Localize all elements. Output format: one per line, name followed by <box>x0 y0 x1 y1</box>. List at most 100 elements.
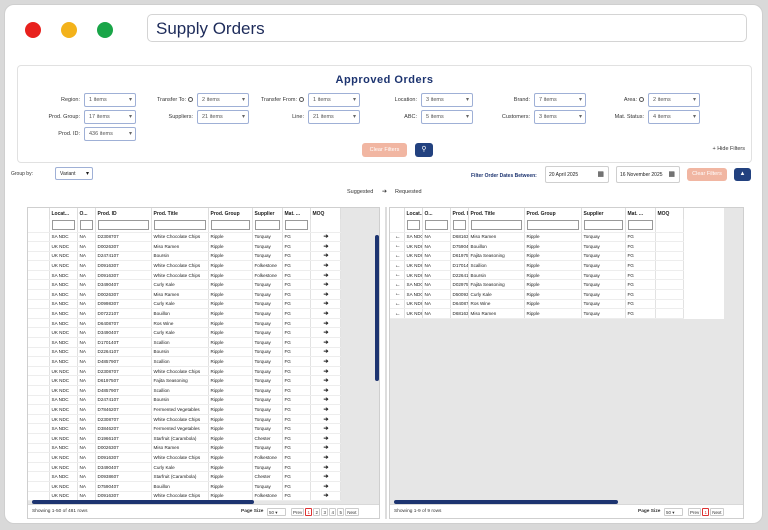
filter-select[interactable]: 1 items <box>84 93 136 107</box>
move-left-icon[interactable]: ← <box>390 308 405 319</box>
table-row[interactable]: UK NDC NA D2474107 Boursin Ripple Torquay FG ➔ <box>28 251 341 262</box>
page-button[interactable]: 4 <box>329 508 337 516</box>
move-right-icon[interactable]: ➔ <box>310 471 341 482</box>
move-right-icon[interactable]: ➔ <box>310 337 341 348</box>
date-from-picker[interactable]: 20 April 2025 ▦ <box>545 166 609 183</box>
move-right-icon[interactable]: ➔ <box>310 481 341 492</box>
maximize-window-dot[interactable] <box>97 22 113 38</box>
table-row[interactable]: SA NDC NA D0026307 Miso Ramen Ripple Torquay F… <box>28 289 341 300</box>
next-page-button[interactable]: Next <box>345 508 359 516</box>
horizontal-scrollbar[interactable] <box>32 500 254 504</box>
table-row[interactable]: SA NDC NA D2308707 White Chocolate Chips Rip… <box>28 232 341 243</box>
clear-filters-button[interactable]: Clear Filters <box>362 143 407 157</box>
move-right-icon[interactable]: ➔ <box>310 452 341 463</box>
column-header[interactable]: MOQ <box>310 208 341 219</box>
column-filter-input[interactable] <box>210 220 250 231</box>
move-left-icon[interactable]: ← <box>390 241 405 252</box>
filter-select[interactable]: 2 items <box>197 93 249 107</box>
table-row[interactable]: SA NDC NA D0938607 Starfruit (Carambola) Rip… <box>28 471 341 482</box>
move-right-icon[interactable]: ➔ <box>310 232 341 243</box>
table-row[interactable]: SA NDC NA D0916307 White Chocolate Chips Rip… <box>28 270 341 281</box>
table-row[interactable]: SA NDC NA D6408707 Ros Wine Ripple Torquay FG ➔ <box>28 318 341 329</box>
filter-select[interactable]: 17 items <box>84 110 136 124</box>
table-row[interactable]: UK NDC NA D0026307 Miso Ramen Ripple Torquay F… <box>28 241 341 252</box>
table-row[interactable]: UK NDC NA D3490407 Curly Kale Ripple Torquay F… <box>28 462 341 473</box>
table-row[interactable]: SA NDC NA D4857907 Scallion Ripple Torquay FG ➔ <box>28 356 341 367</box>
column-filter-input[interactable] <box>284 220 308 231</box>
move-right-icon[interactable]: ➔ <box>310 327 341 339</box>
page-button[interactable]: 1 <box>702 508 710 516</box>
table-row[interactable]: ←UK NDCNAD6816307Miso RamenRippleTorquay… <box>390 308 724 319</box>
filter-select[interactable]: 436 items <box>84 127 136 141</box>
page-button[interactable]: 2 <box>313 508 321 516</box>
filter-select[interactable]: 7 items <box>534 93 586 107</box>
column-filter-input[interactable] <box>51 220 75 231</box>
table-row[interactable]: SA NDC NA D2264107 Boursin Ripple Torquay FG ➔ <box>28 347 341 358</box>
column-filter-input[interactable] <box>254 220 280 231</box>
column-filter-input[interactable] <box>424 220 448 231</box>
move-left-icon[interactable]: ← <box>390 270 405 281</box>
column-filter-input[interactable] <box>627 220 653 231</box>
minimize-window-dot[interactable] <box>61 22 77 38</box>
move-right-icon[interactable]: ➔ <box>310 462 341 473</box>
close-window-dot[interactable] <box>25 22 41 38</box>
move-right-icon[interactable]: ➔ <box>310 289 341 300</box>
column-header[interactable]: O... <box>422 208 451 219</box>
prev-page-button[interactable]: Prev <box>688 508 702 516</box>
move-right-icon[interactable]: ➔ <box>310 423 341 434</box>
column-header[interactable]: Prod. Title <box>468 208 525 219</box>
move-left-icon[interactable]: ← <box>390 279 405 291</box>
page-button[interactable]: 3 <box>321 508 329 516</box>
column-filter-input[interactable] <box>153 220 206 231</box>
filter-select[interactable]: 2 items <box>648 93 700 107</box>
column-header[interactable]: MOQ <box>655 208 684 219</box>
move-right-icon[interactable]: ➔ <box>310 375 341 386</box>
table-row[interactable]: UK NDC NA D0916307 White Chocolate Chips Rip… <box>28 491 341 502</box>
prev-page-button[interactable]: Prev <box>291 508 305 516</box>
table-row[interactable]: UK NDC NA D0916307 White Chocolate Chips Rip… <box>28 260 341 271</box>
splitter[interactable] <box>385 207 387 519</box>
column-filter-input[interactable] <box>406 220 420 231</box>
table-row[interactable]: UK NDC NA D7590407 Bouillon Ripple Torquay FG ➔ <box>28 481 341 492</box>
move-right-icon[interactable]: ➔ <box>310 395 341 406</box>
table-row[interactable]: ←SA NDCNAD0297507Fajita SeasoningRippleT… <box>390 279 724 291</box>
table-row[interactable]: UK NDC NA D3490407 Curly Kale Ripple Torquay F… <box>28 327 341 339</box>
move-left-icon[interactable]: ← <box>390 232 405 243</box>
table-row[interactable]: UK NDC NA D4857907 Scallion Ripple Torquay FG ➔ <box>28 385 341 396</box>
column-header[interactable]: O... <box>77 208 96 219</box>
table-row[interactable]: UK NDC NA D6197507 Fajita Seasoning Ripple To… <box>28 375 341 386</box>
move-left-icon[interactable]: ← <box>390 251 405 262</box>
table-row[interactable]: UK NDC NA D2308707 White Chocolate Chips Rip… <box>28 414 341 425</box>
column-filter-input[interactable] <box>97 220 149 231</box>
column-header[interactable]: Prod. Group <box>524 208 582 219</box>
table-row[interactable]: SA NDC NA D0998307 Curly Kale Ripple Torquay F… <box>28 299 341 310</box>
move-left-icon[interactable]: ← <box>390 299 405 310</box>
filter-select[interactable]: 3 items <box>534 110 586 124</box>
column-header[interactable]: Prod. ID <box>95 208 152 219</box>
move-right-icon[interactable]: ➔ <box>310 270 341 281</box>
column-filter-input[interactable] <box>470 220 522 231</box>
table-row[interactable]: ←SA NDCNAD5009307Curly KaleRippleTorquay… <box>390 289 724 300</box>
column-header[interactable]: Locat... <box>49 208 78 219</box>
move-right-icon[interactable]: ➔ <box>310 366 341 377</box>
move-right-icon[interactable]: ➔ <box>310 443 341 454</box>
table-row[interactable]: UK NDC NA D7846207 Fermented Vegetables Ripp… <box>28 404 341 415</box>
table-row[interactable]: SA NDC NA D0722107 Bouillon Ripple Torquay FG ➔ <box>28 308 341 319</box>
filter-select[interactable]: 1 items <box>308 93 360 107</box>
sort-up-button[interactable]: ▲ <box>734 168 751 181</box>
move-right-icon[interactable]: ➔ <box>310 404 341 415</box>
hide-filters-link[interactable]: + Hide Filters <box>712 146 745 152</box>
move-left-icon[interactable]: ← <box>390 260 405 271</box>
group-by-select[interactable]: Variant <box>55 167 93 180</box>
move-right-icon[interactable]: ➔ <box>310 356 341 367</box>
move-right-icon[interactable]: ➔ <box>310 414 341 425</box>
table-row[interactable]: SA NDC NA D3490407 Curly Kale Ripple Torquay F… <box>28 279 341 291</box>
filter-select[interactable]: 21 items <box>308 110 360 124</box>
filter-select[interactable]: 4 items <box>648 110 700 124</box>
move-right-icon[interactable]: ➔ <box>310 251 341 262</box>
move-right-icon[interactable]: ➔ <box>310 385 341 396</box>
column-header[interactable]: Prod. Group <box>208 208 253 219</box>
